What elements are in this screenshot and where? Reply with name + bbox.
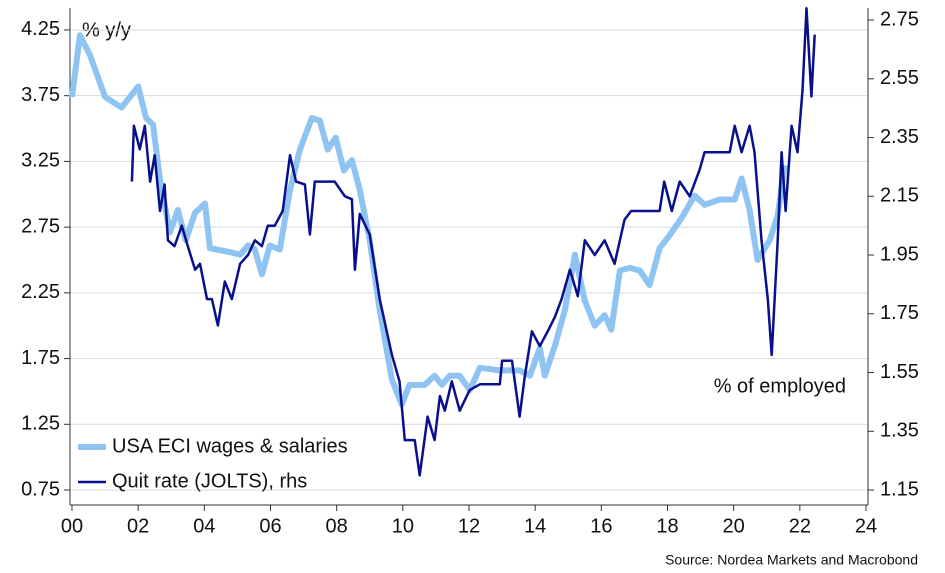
x-tick-label: 24 bbox=[855, 515, 877, 537]
x-tick-label: 00 bbox=[61, 515, 83, 537]
y-tick-label: 3.25 bbox=[21, 150, 60, 172]
y-tick-label: 2.25 bbox=[21, 281, 60, 303]
x-tick-label: 22 bbox=[789, 515, 811, 537]
legend-label: Quit rate (JOLTS), rhs bbox=[112, 470, 307, 492]
y2-tick-label: 2.35 bbox=[880, 126, 919, 148]
x-tick-label: 16 bbox=[590, 515, 612, 537]
y2-tick-label: 1.75 bbox=[880, 302, 919, 324]
y-tick-label: 0.75 bbox=[21, 478, 60, 500]
x-tick-label: 14 bbox=[524, 515, 546, 537]
y-tick-label: 2.75 bbox=[21, 215, 60, 237]
y2-tick-label: 1.95 bbox=[880, 243, 919, 265]
x-tick-label: 10 bbox=[392, 515, 414, 537]
y2-tick-label: 2.75 bbox=[880, 8, 919, 30]
x-tick-label: 02 bbox=[127, 515, 149, 537]
y2-axis-label: % of employed bbox=[714, 375, 846, 397]
y2-tick-label: 1.35 bbox=[880, 420, 919, 442]
x-tick-label: 20 bbox=[723, 515, 745, 537]
source: Source: Nordea Markets and Macrobond bbox=[665, 552, 918, 568]
legend-label: USA ECI wages & salaries bbox=[112, 435, 348, 457]
x-tick-label: 06 bbox=[259, 515, 281, 537]
y-tick-label: 4.25 bbox=[21, 18, 60, 40]
x-tick-label: 08 bbox=[326, 515, 348, 537]
series-line bbox=[130, 7, 816, 477]
series-line bbox=[69, 32, 788, 408]
y2-tick-label: 2.15 bbox=[880, 185, 919, 207]
y-tick-label: 3.75 bbox=[21, 84, 60, 106]
y2-tick-label: 1.55 bbox=[880, 361, 919, 383]
x-tick-label: 12 bbox=[458, 515, 480, 537]
y-tick-label: 1.75 bbox=[21, 347, 60, 369]
y2-tick-label: 2.55 bbox=[880, 67, 919, 89]
y2-tick-label: 1.15 bbox=[880, 478, 919, 500]
x-tick-label: 04 bbox=[193, 515, 215, 537]
x-tick-label: 18 bbox=[656, 515, 678, 537]
y-tick-label: 1.25 bbox=[21, 413, 60, 435]
